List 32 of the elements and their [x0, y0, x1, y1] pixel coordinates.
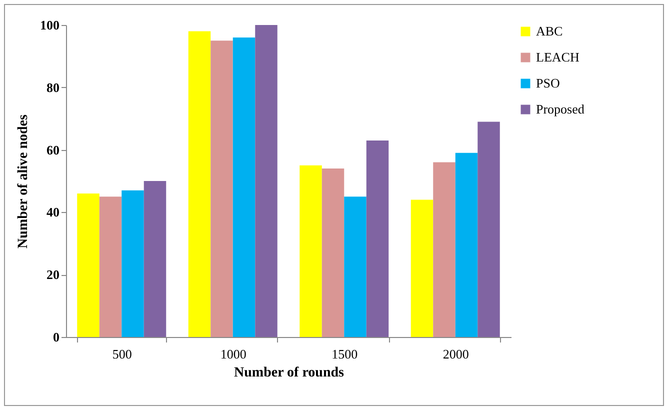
bar — [77, 193, 100, 337]
y-tick-label: 20 — [46, 267, 60, 282]
bar — [144, 181, 166, 337]
y-tick-label: 60 — [46, 142, 60, 158]
bar — [455, 152, 478, 337]
y-tick-label: 80 — [46, 80, 60, 95]
bar — [478, 122, 500, 337]
bar — [433, 162, 456, 337]
y-tick-label: 40 — [46, 204, 60, 220]
bar — [322, 168, 344, 337]
bar — [344, 196, 366, 337]
bar — [410, 200, 434, 337]
bar — [255, 25, 278, 337]
legend-label: Proposed — [536, 102, 585, 116]
bar — [300, 165, 322, 337]
x-tick-label: 2000 — [442, 346, 469, 362]
legend-label: LEACH — [536, 50, 580, 64]
bar — [188, 31, 211, 337]
x-tick-label: 1000 — [220, 346, 246, 362]
x-tick-label: 1500 — [332, 346, 358, 362]
bar — [366, 140, 389, 337]
bar — [210, 40, 233, 337]
bar — [99, 196, 122, 337]
bar — [122, 190, 144, 337]
x-tick-label: 500 — [112, 346, 132, 362]
bar — [232, 37, 256, 337]
y-tick-label: 0 — [53, 330, 60, 344]
x-axis-title: Number of rounds — [234, 366, 345, 380]
legend-label: PSO — [536, 76, 560, 90]
y-tick-label: 100 — [40, 18, 60, 32]
y-axis-title: Number of alive nodes — [16, 114, 31, 248]
legend-label: ABC — [536, 24, 563, 38]
